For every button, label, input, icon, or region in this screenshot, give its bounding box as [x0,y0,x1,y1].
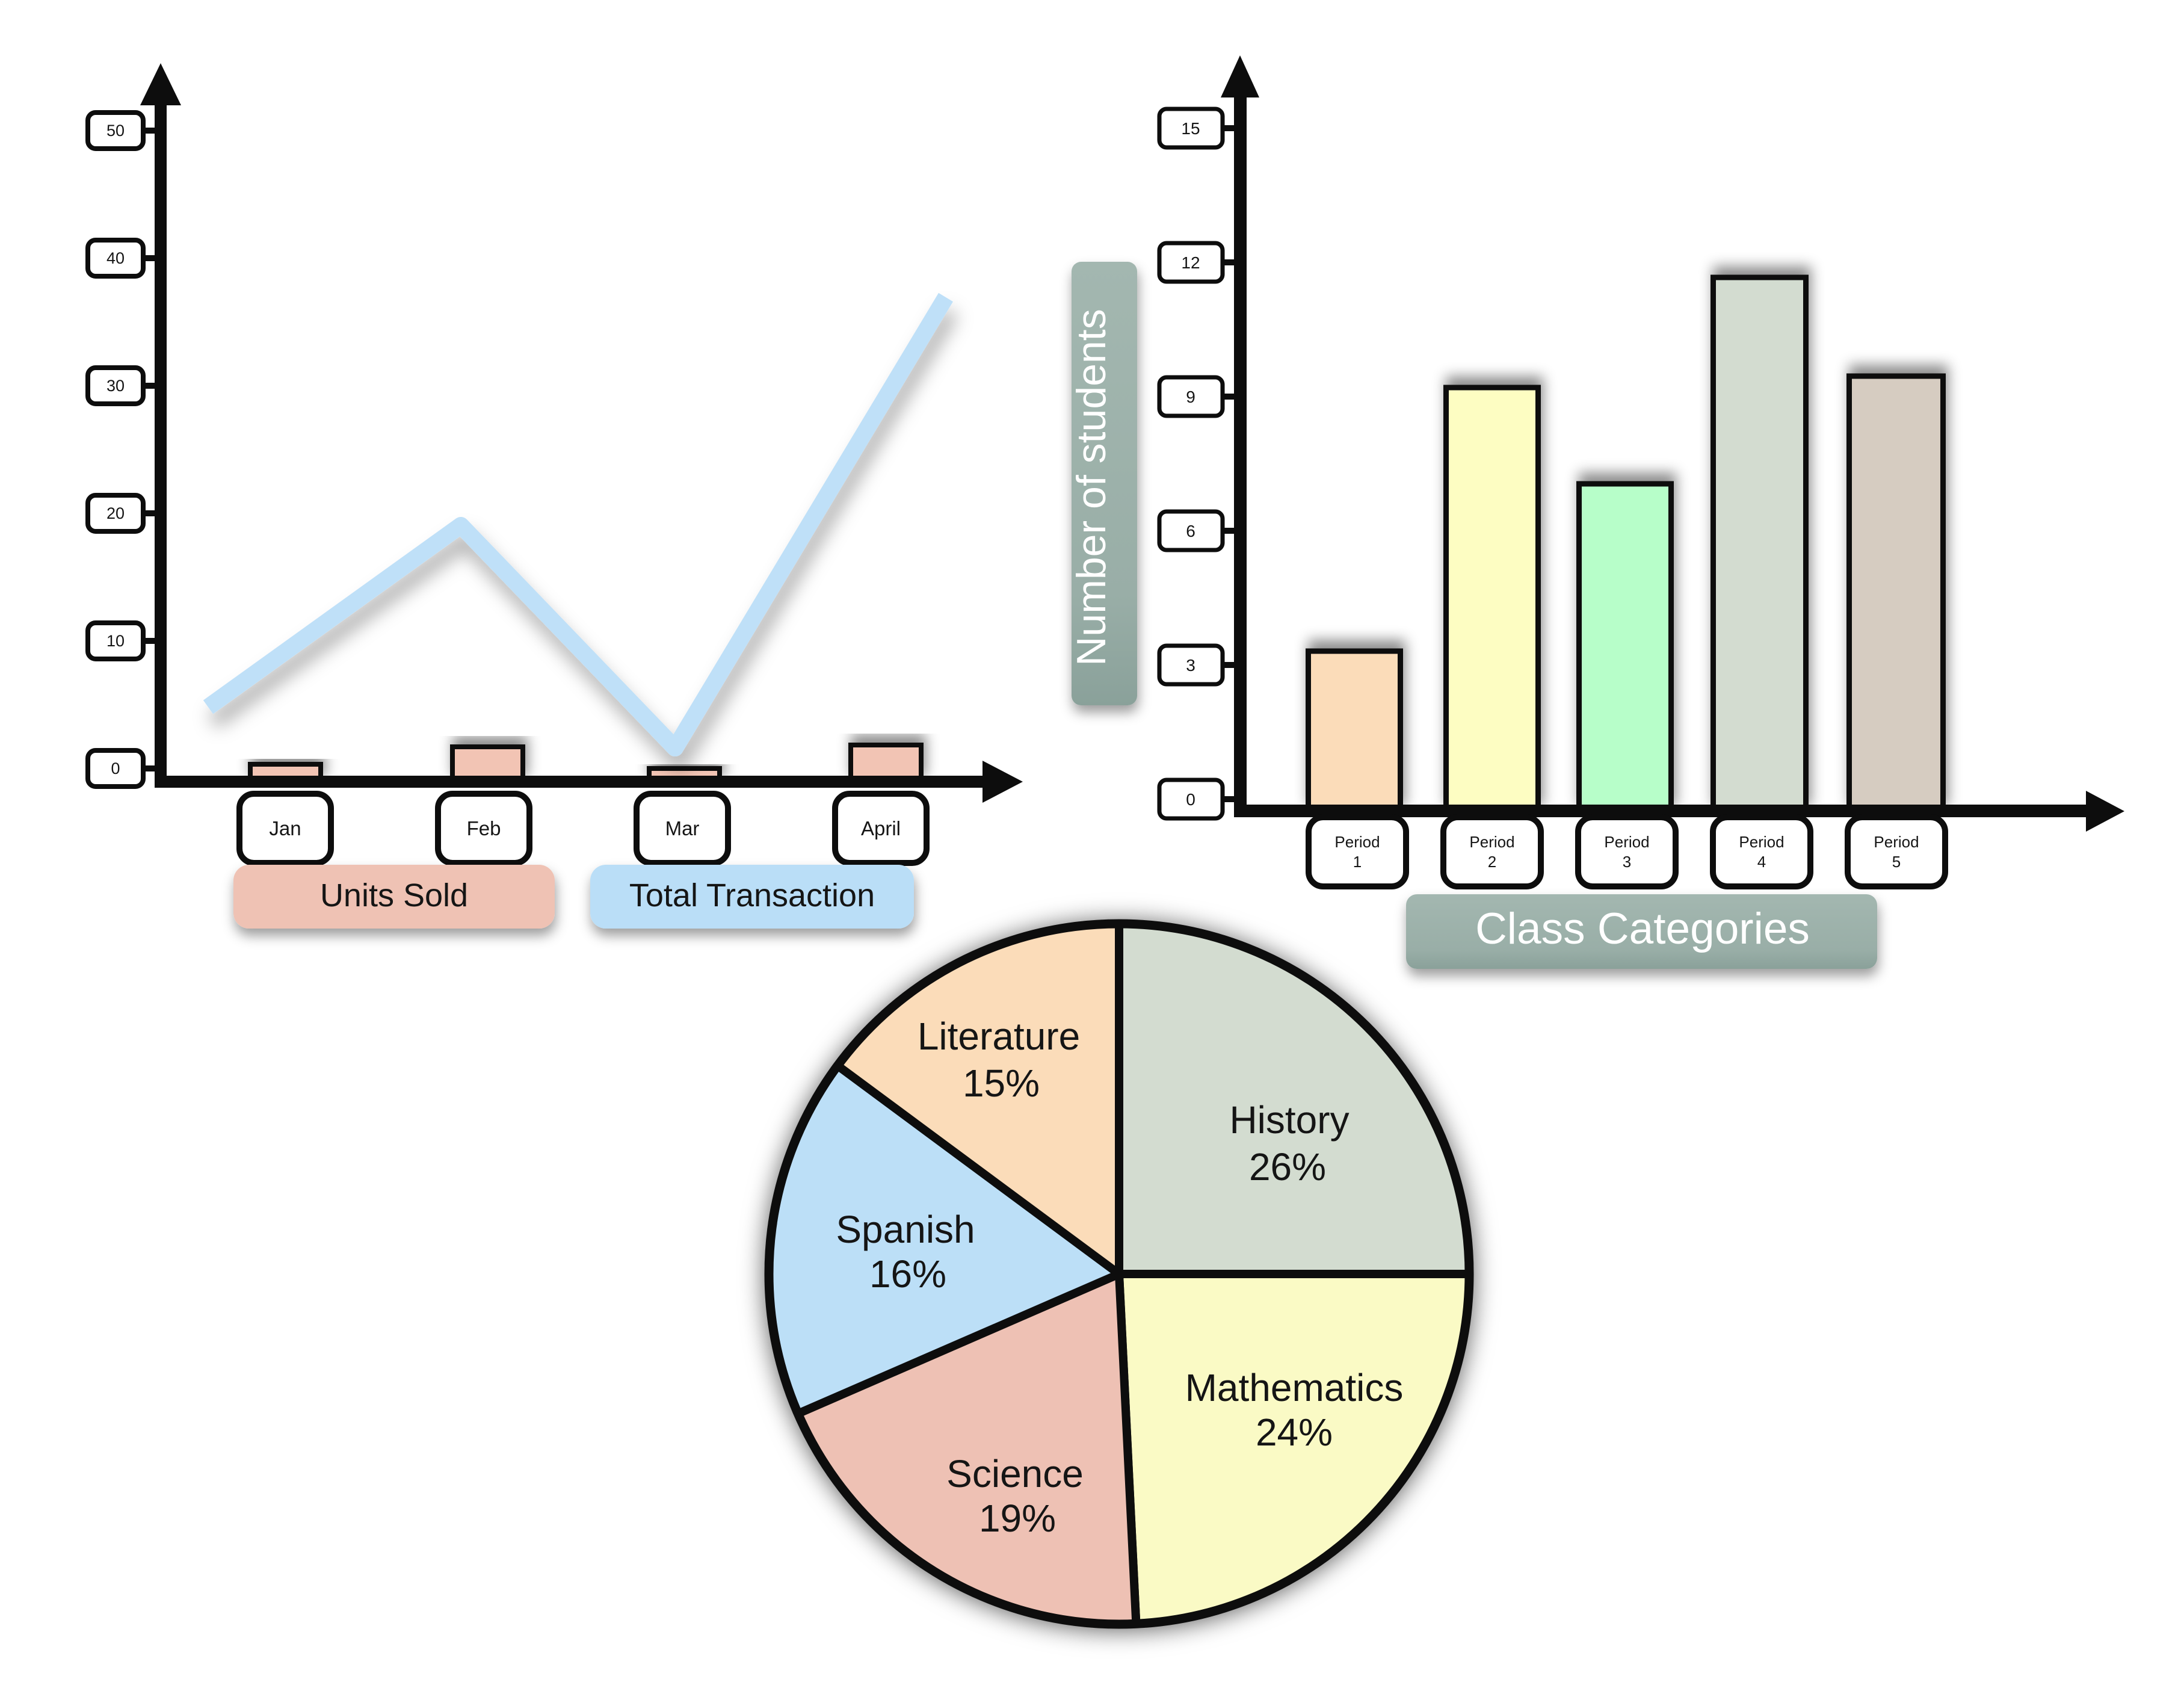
svg-text:24%: 24% [1256,1411,1333,1454]
svg-text:20: 20 [106,504,125,522]
svg-text:Period: Period [1604,833,1649,851]
svg-text:5: 5 [1892,853,1901,871]
svg-text:1: 1 [1353,853,1362,871]
svg-text:0: 0 [111,759,120,778]
svg-text:Jan: Jan [269,817,301,839]
svg-text:3: 3 [1186,656,1195,675]
svg-text:4: 4 [1757,853,1766,871]
svg-text:50: 50 [106,122,125,140]
svg-text:Total Transaction: Total Transaction [629,877,875,914]
svg-text:40: 40 [106,249,125,267]
svg-text:Mar: Mar [665,817,700,839]
svg-text:12: 12 [1181,253,1200,272]
svg-text:15: 15 [1181,119,1200,138]
svg-text:Spanish: Spanish [836,1208,975,1251]
svg-text:Class Categories: Class Categories [1475,904,1810,953]
svg-text:0: 0 [1186,790,1195,809]
svg-text:Period: Period [1874,833,1919,851]
svg-text:Units Sold: Units Sold [320,877,468,914]
svg-text:Feb: Feb [467,817,501,839]
svg-text:Literature: Literature [918,1015,1080,1058]
svg-text:15%: 15% [963,1062,1040,1105]
svg-text:9: 9 [1186,388,1195,406]
svg-text:Mathematics: Mathematics [1185,1366,1404,1409]
svg-text:Period: Period [1469,833,1514,851]
svg-text:April: April [861,817,901,839]
svg-text:19%: 19% [979,1497,1056,1540]
svg-text:3: 3 [1623,853,1631,871]
svg-text:Period: Period [1739,833,1784,851]
svg-text:26%: 26% [1249,1145,1326,1189]
svg-text:30: 30 [106,377,125,395]
svg-text:Science: Science [946,1452,1084,1495]
svg-text:History: History [1229,1098,1349,1142]
svg-text:Number of students: Number of students [1069,309,1114,666]
svg-text:Period: Period [1334,833,1380,851]
svg-text:16%: 16% [869,1252,946,1296]
svg-text:10: 10 [106,632,125,650]
svg-text:2: 2 [1488,853,1496,871]
svg-text:6: 6 [1186,522,1195,540]
